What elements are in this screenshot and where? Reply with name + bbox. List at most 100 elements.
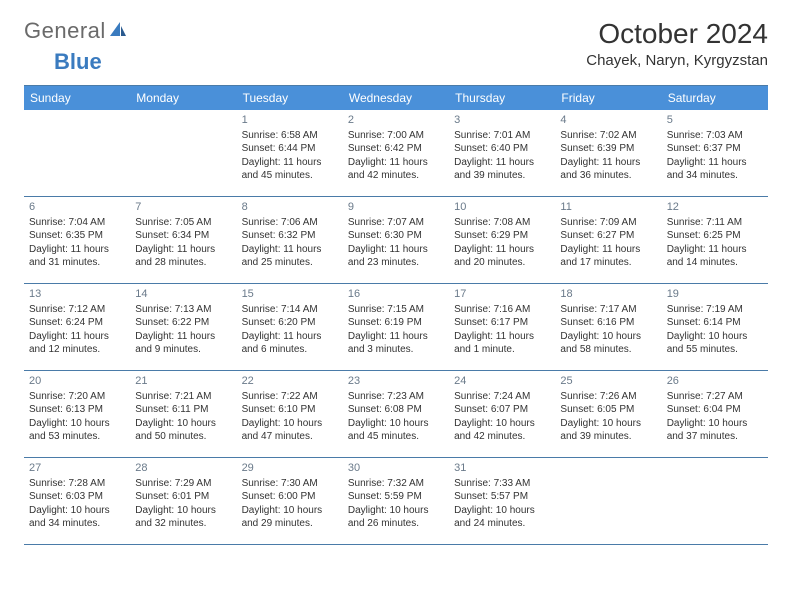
daylight-text: Daylight: 10 hours <box>348 504 443 518</box>
location: Chayek, Naryn, Kyrgyzstan <box>586 52 768 69</box>
day-cell: 2Sunrise: 7:00 AMSunset: 6:42 PMDaylight… <box>343 110 449 196</box>
day-cell: 19Sunrise: 7:19 AMSunset: 6:14 PMDayligh… <box>662 284 768 370</box>
day-cell: 20Sunrise: 7:20 AMSunset: 6:13 PMDayligh… <box>24 371 130 457</box>
daylight-text: Daylight: 10 hours <box>29 504 124 518</box>
day-number: 13 <box>29 287 124 302</box>
sunrise-text: Sunrise: 7:11 AM <box>667 216 762 230</box>
day-header: Sunday <box>24 86 130 110</box>
daylight-text: Daylight: 10 hours <box>348 417 443 431</box>
day-header: Friday <box>555 86 661 110</box>
day-number: 3 <box>454 113 549 128</box>
day-cell-empty <box>24 110 130 196</box>
sunrise-text: Sunrise: 7:15 AM <box>348 303 443 317</box>
sunset-text: Sunset: 6:03 PM <box>29 490 124 504</box>
sunset-text: Sunset: 6:01 PM <box>135 490 230 504</box>
daylight-text: Daylight: 10 hours <box>135 417 230 431</box>
day-cell: 7Sunrise: 7:05 AMSunset: 6:34 PMDaylight… <box>130 197 236 283</box>
sunrise-text: Sunrise: 7:13 AM <box>135 303 230 317</box>
sunrise-text: Sunrise: 7:33 AM <box>454 477 549 491</box>
sunset-text: Sunset: 6:32 PM <box>242 229 337 243</box>
day-cell: 25Sunrise: 7:26 AMSunset: 6:05 PMDayligh… <box>555 371 661 457</box>
sunrise-text: Sunrise: 7:00 AM <box>348 129 443 143</box>
day-cell: 8Sunrise: 7:06 AMSunset: 6:32 PMDaylight… <box>237 197 343 283</box>
day-number: 31 <box>454 461 549 476</box>
sunrise-text: Sunrise: 7:07 AM <box>348 216 443 230</box>
day-number: 23 <box>348 374 443 389</box>
day-cell: 29Sunrise: 7:30 AMSunset: 6:00 PMDayligh… <box>237 458 343 544</box>
sunset-text: Sunset: 6:22 PM <box>135 316 230 330</box>
day-number: 26 <box>667 374 762 389</box>
sunset-text: Sunset: 6:07 PM <box>454 403 549 417</box>
day-number: 16 <box>348 287 443 302</box>
sunset-text: Sunset: 5:57 PM <box>454 490 549 504</box>
daylight-text: Daylight: 11 hours <box>29 243 124 257</box>
sunrise-text: Sunrise: 7:23 AM <box>348 390 443 404</box>
daylight-text: and 34 minutes. <box>29 517 124 531</box>
sunset-text: Sunset: 6:30 PM <box>348 229 443 243</box>
sunset-text: Sunset: 6:08 PM <box>348 403 443 417</box>
daylight-text: Daylight: 10 hours <box>454 504 549 518</box>
sunset-text: Sunset: 6:34 PM <box>135 229 230 243</box>
day-number: 11 <box>560 200 655 215</box>
day-number: 17 <box>454 287 549 302</box>
sunrise-text: Sunrise: 7:06 AM <box>242 216 337 230</box>
sunset-text: Sunset: 6:16 PM <box>560 316 655 330</box>
sunrise-text: Sunrise: 7:17 AM <box>560 303 655 317</box>
sunrise-text: Sunrise: 7:32 AM <box>348 477 443 491</box>
daylight-text: Daylight: 11 hours <box>560 156 655 170</box>
sunset-text: Sunset: 6:00 PM <box>242 490 337 504</box>
sunset-text: Sunset: 6:13 PM <box>29 403 124 417</box>
daylight-text: and 1 minute. <box>454 343 549 357</box>
sunrise-text: Sunrise: 7:20 AM <box>29 390 124 404</box>
daylight-text: Daylight: 11 hours <box>454 243 549 257</box>
daylight-text: and 17 minutes. <box>560 256 655 270</box>
sunset-text: Sunset: 6:24 PM <box>29 316 124 330</box>
daylight-text: and 29 minutes. <box>242 517 337 531</box>
sunset-text: Sunset: 6:44 PM <box>242 142 337 156</box>
sunset-text: Sunset: 6:40 PM <box>454 142 549 156</box>
daylight-text: Daylight: 10 hours <box>29 417 124 431</box>
daylight-text: Daylight: 10 hours <box>242 417 337 431</box>
sunset-text: Sunset: 6:11 PM <box>135 403 230 417</box>
day-number: 19 <box>667 287 762 302</box>
logo-sail-icon <box>106 18 130 44</box>
daylight-text: and 24 minutes. <box>454 517 549 531</box>
daylight-text: Daylight: 11 hours <box>242 156 337 170</box>
calendar-header-row: SundayMondayTuesdayWednesdayThursdayFrid… <box>24 86 768 110</box>
sunset-text: Sunset: 6:29 PM <box>454 229 549 243</box>
daylight-text: Daylight: 10 hours <box>135 504 230 518</box>
day-cell: 1Sunrise: 6:58 AMSunset: 6:44 PMDaylight… <box>237 110 343 196</box>
daylight-text: and 20 minutes. <box>454 256 549 270</box>
day-number: 24 <box>454 374 549 389</box>
sunset-text: Sunset: 6:17 PM <box>454 316 549 330</box>
sunrise-text: Sunrise: 7:09 AM <box>560 216 655 230</box>
day-number: 28 <box>135 461 230 476</box>
daylight-text: and 39 minutes. <box>454 169 549 183</box>
sunrise-text: Sunrise: 7:04 AM <box>29 216 124 230</box>
day-cell: 26Sunrise: 7:27 AMSunset: 6:04 PMDayligh… <box>662 371 768 457</box>
day-number: 22 <box>242 374 337 389</box>
daylight-text: and 45 minutes. <box>242 169 337 183</box>
day-number: 9 <box>348 200 443 215</box>
day-cell: 28Sunrise: 7:29 AMSunset: 6:01 PMDayligh… <box>130 458 236 544</box>
day-cell: 14Sunrise: 7:13 AMSunset: 6:22 PMDayligh… <box>130 284 236 370</box>
day-cell: 15Sunrise: 7:14 AMSunset: 6:20 PMDayligh… <box>237 284 343 370</box>
day-number: 30 <box>348 461 443 476</box>
daylight-text: and 36 minutes. <box>560 169 655 183</box>
daylight-text: and 58 minutes. <box>560 343 655 357</box>
daylight-text: Daylight: 11 hours <box>348 156 443 170</box>
daylight-text: Daylight: 11 hours <box>29 330 124 344</box>
daylight-text: Daylight: 10 hours <box>242 504 337 518</box>
day-header: Tuesday <box>237 86 343 110</box>
daylight-text: Daylight: 10 hours <box>560 417 655 431</box>
day-cell: 4Sunrise: 7:02 AMSunset: 6:39 PMDaylight… <box>555 110 661 196</box>
week-row: 6Sunrise: 7:04 AMSunset: 6:35 PMDaylight… <box>24 197 768 284</box>
day-number: 15 <box>242 287 337 302</box>
sunset-text: Sunset: 6:35 PM <box>29 229 124 243</box>
sunrise-text: Sunrise: 7:01 AM <box>454 129 549 143</box>
daylight-text: Daylight: 11 hours <box>454 156 549 170</box>
daylight-text: and 37 minutes. <box>667 430 762 444</box>
sunset-text: Sunset: 6:27 PM <box>560 229 655 243</box>
daylight-text: Daylight: 10 hours <box>667 330 762 344</box>
logo-text-blue: Blue <box>54 49 102 74</box>
